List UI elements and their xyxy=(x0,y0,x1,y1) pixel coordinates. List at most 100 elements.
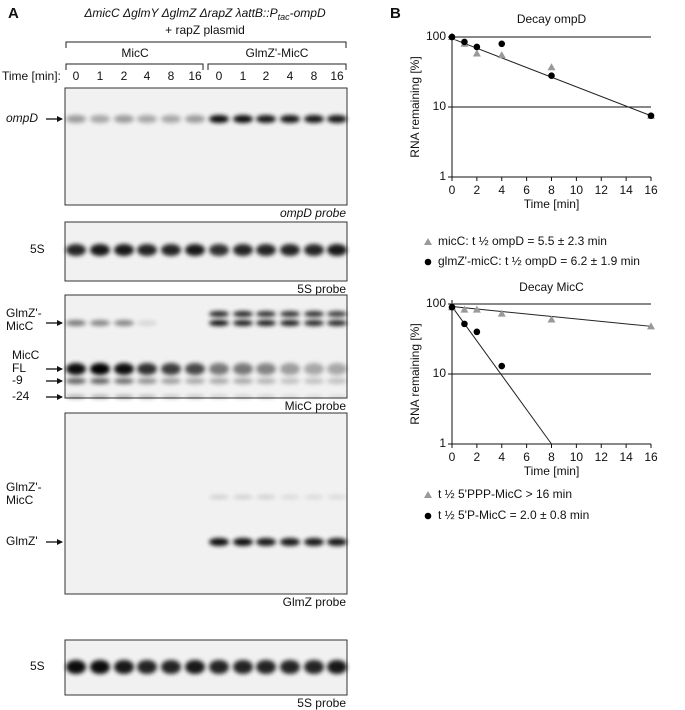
band xyxy=(233,495,253,499)
band xyxy=(256,320,276,326)
panel-label: A xyxy=(8,5,19,22)
time-tick: 4 xyxy=(144,69,151,83)
band xyxy=(304,115,324,123)
band xyxy=(114,395,134,399)
band xyxy=(185,363,205,375)
y-axis-label: RNA remaining [%] xyxy=(408,56,422,157)
band xyxy=(66,660,86,674)
band-label: MicC xyxy=(12,348,40,362)
band xyxy=(256,363,276,375)
band xyxy=(280,320,300,326)
band xyxy=(233,378,253,384)
band xyxy=(327,363,347,375)
blot xyxy=(64,412,348,595)
band xyxy=(185,378,205,384)
time-label: Time [min]: xyxy=(2,69,61,83)
legend-entry: t ½ 5'P-MicC = 2.0 ± 0.8 min xyxy=(438,508,589,522)
genotype-part: tac xyxy=(278,12,291,22)
band xyxy=(280,244,300,256)
bracket xyxy=(65,41,347,70)
y-tick-label: 100 xyxy=(426,296,446,310)
band-label: 5S xyxy=(30,242,45,256)
x-tick-label: 16 xyxy=(644,450,658,464)
legend-entry: t ½ 5'PPP-MicC > 16 min xyxy=(438,487,572,501)
band xyxy=(114,660,134,674)
band xyxy=(161,395,181,399)
legend-marker xyxy=(424,258,432,266)
band xyxy=(137,115,157,123)
band xyxy=(327,244,347,256)
x-tick-label: 8 xyxy=(548,450,555,464)
band xyxy=(327,495,347,499)
band xyxy=(137,660,157,674)
band xyxy=(280,538,300,546)
band xyxy=(256,244,276,256)
blot xyxy=(64,87,348,206)
band xyxy=(233,660,253,674)
band-label: GlmZ'- xyxy=(6,306,42,320)
band xyxy=(66,378,86,384)
band xyxy=(256,660,276,674)
genotype-part: -ompD xyxy=(290,6,326,20)
x-tick-label: 14 xyxy=(619,183,633,197)
band xyxy=(327,378,347,384)
band xyxy=(66,320,86,326)
x-axis-label: Time [min] xyxy=(524,464,580,478)
group-label: MicC xyxy=(121,46,149,60)
plasmid: + rapZ plasmid xyxy=(165,23,245,37)
genotype: ΔmicC ΔglmY ΔglmZ ΔrapZ λattB::Ptac-ompD xyxy=(83,6,326,22)
band xyxy=(209,320,229,326)
x-tick-label: 10 xyxy=(570,183,584,197)
fit-line xyxy=(451,306,552,445)
band xyxy=(137,244,157,256)
band xyxy=(327,115,347,123)
band xyxy=(256,378,276,384)
probe-label: MicC probe xyxy=(285,399,347,413)
band-label: MicC xyxy=(6,493,34,507)
band xyxy=(90,395,110,399)
band xyxy=(161,660,181,674)
band xyxy=(280,495,300,499)
x-tick-label: 4 xyxy=(498,183,505,197)
band xyxy=(137,395,157,399)
band xyxy=(209,660,229,674)
x-tick-label: 12 xyxy=(595,183,609,197)
point xyxy=(448,303,456,311)
point xyxy=(547,63,556,71)
y-tick-label: 1 xyxy=(439,436,446,450)
band-label: -24 xyxy=(12,389,30,403)
x-tick-label: 6 xyxy=(523,450,530,464)
chart-title: Decay MicC xyxy=(519,280,584,294)
band xyxy=(304,378,324,384)
band xyxy=(66,395,86,399)
band xyxy=(209,363,229,375)
band-label: 5S xyxy=(30,659,45,673)
band xyxy=(90,320,110,326)
band xyxy=(233,363,253,375)
band xyxy=(209,395,229,399)
band xyxy=(304,311,324,317)
y-tick-label: 100 xyxy=(426,29,446,43)
x-tick-label: 2 xyxy=(474,450,481,464)
band xyxy=(304,495,324,499)
band xyxy=(90,115,110,123)
legend-marker xyxy=(424,491,432,498)
band xyxy=(256,395,276,399)
band xyxy=(233,395,253,399)
x-tick-label: 4 xyxy=(498,450,505,464)
band xyxy=(327,311,347,317)
band xyxy=(304,660,324,674)
legend-marker xyxy=(424,512,432,520)
point xyxy=(647,112,655,120)
band xyxy=(233,320,253,326)
point xyxy=(497,309,506,317)
legend-marker xyxy=(424,238,432,245)
band xyxy=(185,660,205,674)
band xyxy=(327,538,347,546)
point xyxy=(547,315,556,323)
band-label: FL xyxy=(12,361,26,375)
y-tick-label: 10 xyxy=(433,366,447,380)
band xyxy=(280,363,300,375)
point xyxy=(461,38,468,46)
band xyxy=(280,395,300,399)
